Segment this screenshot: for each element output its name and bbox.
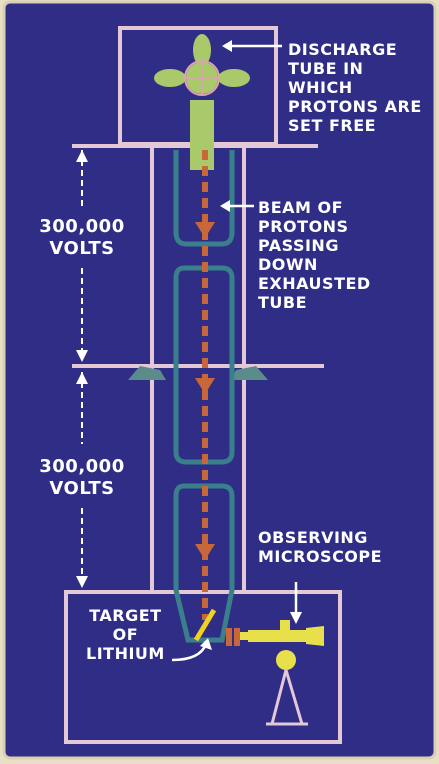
beam-line-3: PASSING <box>258 236 339 255</box>
beam-line-2: PROTONS <box>258 217 349 236</box>
upper-voltage-value: 300,000 <box>39 216 125 237</box>
upper-voltage-label: 300,000 VOLTS <box>22 216 142 260</box>
collar-right <box>230 366 268 380</box>
beam-line-1: BEAM OF <box>258 198 344 217</box>
microscope-line-1: OBSERVING <box>258 528 368 547</box>
discharge-line-5: SET FREE <box>288 116 377 135</box>
beam-arrowheads <box>195 222 215 560</box>
voltage-dimension-arrows <box>76 150 88 588</box>
target-line-3: LITHIUM <box>86 644 165 663</box>
discharge-line-1: DISCHARGE <box>288 40 398 59</box>
discharge-line-3: WHICH <box>288 78 353 97</box>
collar-left <box>128 366 166 380</box>
scintillator-left <box>226 628 232 646</box>
discharge-line-4: PROTONS ARE <box>288 97 422 116</box>
discharge-electrode <box>154 34 250 170</box>
target-line-2: OF <box>112 625 139 644</box>
beam-line-6: TUBE <box>258 293 308 312</box>
target-line-1: TARGET <box>89 606 162 625</box>
microscope <box>240 620 324 726</box>
lower-voltage-unit: VOLTS <box>49 478 115 499</box>
microscope-label: OBSERVING MICROSCOPE <box>258 528 382 566</box>
beam-label: BEAM OF PROTONS PASSING DOWN EXHAUSTED T… <box>258 198 371 312</box>
leader-arrows <box>171 40 302 662</box>
lower-voltage-label: 300,000 VOLTS <box>22 456 142 500</box>
discharge-line-2: TUBE IN <box>288 59 364 78</box>
lower-voltage-value: 300,000 <box>39 456 125 477</box>
microscope-line-2: MICROSCOPE <box>258 547 383 566</box>
scintillator-right <box>234 628 240 646</box>
upper-voltage-unit: VOLTS <box>49 238 115 259</box>
beam-line-4: DOWN <box>258 255 318 274</box>
discharge-tube-label: DISCHARGE TUBE IN WHICH PROTONS ARE SET … <box>288 40 422 135</box>
lithium-target-label: TARGET OF LITHIUM <box>86 606 165 663</box>
exhausted-tube <box>173 150 235 643</box>
beam-line-5: EXHAUSTED <box>258 274 371 293</box>
lithium-target <box>193 608 217 642</box>
